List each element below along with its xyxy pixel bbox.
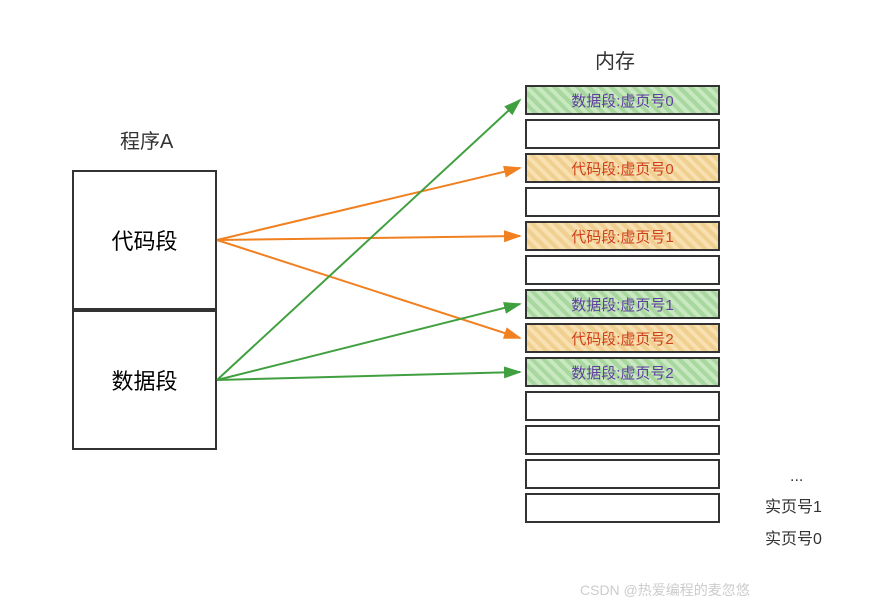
memory-cell bbox=[525, 187, 720, 217]
memory-cell: 代码段:虚页号2 bbox=[525, 323, 720, 353]
memory-cell bbox=[525, 425, 720, 455]
code-segment-box: 代码段 bbox=[72, 170, 217, 310]
code-segment-label: 代码段 bbox=[111, 224, 177, 256]
dots-label: ... bbox=[790, 468, 803, 486]
real-page-0-label: 实页号0 bbox=[765, 525, 822, 549]
data-segment-box: 数据段 bbox=[72, 310, 217, 450]
memory-cell: 数据段:虚页号2 bbox=[525, 357, 720, 387]
memory-cell: 代码段:虚页号0 bbox=[525, 153, 720, 183]
memory-cell bbox=[525, 459, 720, 489]
memory-cell bbox=[525, 493, 720, 523]
memory-cell: 代码段:虚页号1 bbox=[525, 221, 720, 251]
data-segment-label: 数据段 bbox=[111, 364, 177, 396]
memory-cell bbox=[525, 391, 720, 421]
memory-cell: 数据段:虚页号0 bbox=[525, 85, 720, 115]
memory-cell bbox=[525, 119, 720, 149]
real-page-1-label: 实页号1 bbox=[765, 493, 822, 517]
watermark: CSDN @热爱编程的麦忽悠 bbox=[580, 580, 750, 600]
memory-title: 内存 bbox=[595, 45, 635, 74]
program-title: 程序A bbox=[120, 125, 173, 154]
memory-cell bbox=[525, 255, 720, 285]
memory-cell: 数据段:虚页号1 bbox=[525, 289, 720, 319]
